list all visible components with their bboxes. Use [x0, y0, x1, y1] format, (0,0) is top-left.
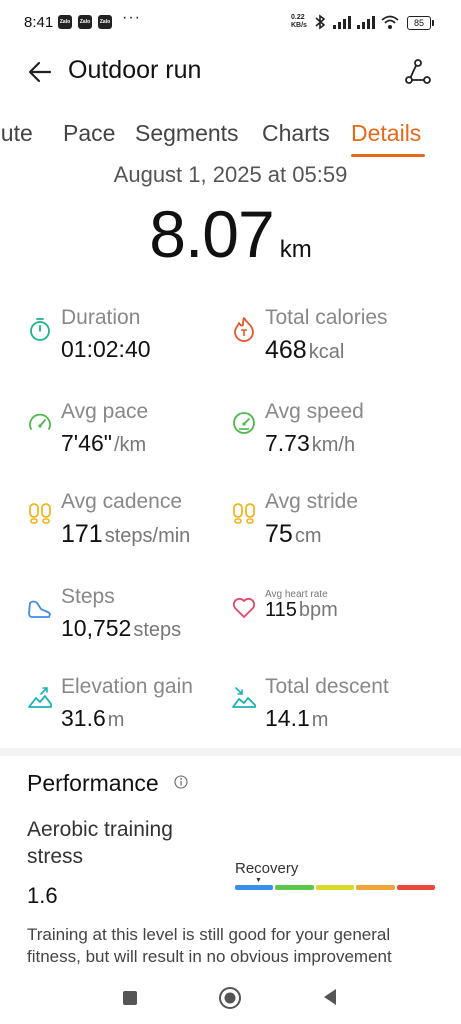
- home-icon[interactable]: [218, 986, 242, 1010]
- signal-icon: [357, 16, 375, 29]
- footprints-icon: [29, 503, 51, 524]
- signal-icon: [333, 16, 351, 29]
- flame-icon: [234, 317, 254, 342]
- metric-label: Duration: [61, 306, 141, 329]
- tab-segments[interactable]: Segments: [135, 120, 239, 146]
- metric-duration: Duration 01:02:40: [27, 306, 217, 376]
- metric-value: 7'46": [61, 430, 112, 456]
- performance-title: Performance: [27, 770, 159, 796]
- aerobic-training-stress-label: Aerobic training stress: [27, 818, 173, 868]
- network-speed: 0.22 KB/s: [291, 14, 307, 29]
- training-level-label: Recovery: [235, 860, 299, 877]
- metric-avg-heart-rate: Avg heart rate 115 bpm: [231, 585, 441, 655]
- metric-value: 7.73: [265, 430, 310, 456]
- distance-value: 8.07: [149, 197, 274, 271]
- metric-unit: /km: [113, 434, 147, 456]
- metric-label: Total descent: [265, 675, 389, 698]
- status-bar: 8:41 Zalo Zalo Zalo ··· 0.22 KB/s 85: [0, 0, 461, 46]
- footprints-icon: [233, 503, 255, 524]
- tab-route[interactable]: oute: [0, 120, 33, 146]
- page-title: Outdoor run: [68, 56, 202, 84]
- speedometer-icon: [233, 412, 255, 434]
- metric-unit: cm: [294, 525, 322, 547]
- training-description: Training at this level is still good for…: [27, 925, 392, 966]
- metric-unit: steps: [133, 619, 182, 641]
- metric-value: 115: [265, 599, 297, 621]
- metric-total-descent: Total descent 14.1 m: [231, 675, 441, 745]
- tab-pace[interactable]: Pace: [63, 120, 116, 146]
- scale-segment: [235, 885, 274, 890]
- active-tab-indicator: [351, 154, 425, 157]
- scale-segment: [396, 885, 436, 890]
- bluetooth-icon: [315, 14, 326, 30]
- metric-value: 468: [265, 336, 307, 364]
- scale-segment: [356, 885, 395, 890]
- heart-icon: [232, 597, 256, 618]
- metric-label: Avg cadence: [61, 490, 183, 513]
- metric-unit: m: [311, 709, 329, 731]
- metric-value: 75: [265, 520, 293, 548]
- elevation-up-icon: [28, 687, 52, 708]
- tab-charts[interactable]: Charts: [262, 120, 330, 146]
- metric-value: 14.1: [265, 705, 310, 731]
- metric-label: Steps: [61, 585, 115, 608]
- metric-label: Total calories: [265, 306, 388, 329]
- wifi-icon: [381, 15, 399, 29]
- zalo-notification-icon: Zalo: [78, 15, 92, 29]
- metric-value: 31.6: [61, 705, 106, 731]
- stopwatch-icon: [30, 318, 50, 341]
- metric-unit: m: [107, 709, 125, 731]
- info-icon[interactable]: [174, 775, 188, 789]
- status-time: 8:41: [24, 14, 54, 31]
- metric-steps: Steps 10,752 steps: [27, 585, 217, 655]
- metric-label: Avg speed: [265, 400, 364, 423]
- training-level-scale: [235, 885, 436, 890]
- metric-unit: bpm: [298, 599, 338, 621]
- total-distance: 8.07 km: [0, 196, 461, 272]
- metric-avg-pace: Avg pace 7'46"/km: [27, 400, 217, 470]
- more-notifications-icon: ···: [122, 9, 141, 26]
- zalo-notification-icon: Zalo: [98, 15, 112, 29]
- zalo-notification-icon: Zalo: [58, 15, 72, 29]
- scale-segment: [275, 885, 314, 890]
- metric-unit: km/h: [311, 434, 356, 456]
- shoe-icon: [28, 600, 51, 618]
- metric-value: 10,752: [61, 615, 132, 641]
- speedometer-icon: [29, 413, 51, 430]
- metric-avg-cadence: Avg cadence 171 steps/min: [27, 490, 227, 560]
- metric-elevation-gain: Elevation gain 31.6 m: [27, 675, 217, 745]
- metric-label: Elevation gain: [61, 675, 193, 698]
- metric-label: Avg heart rate: [265, 589, 328, 600]
- battery-indicator: 85: [407, 16, 434, 30]
- metric-unit: steps/min: [104, 525, 191, 547]
- metric-label: Avg pace: [61, 400, 149, 423]
- metric-calories: Total calories 468 kcal: [231, 306, 441, 376]
- metric-value: 01:02:40: [61, 336, 151, 362]
- level-marker-icon: ▼: [255, 877, 262, 884]
- section-divider: [0, 748, 461, 756]
- metric-avg-stride: Avg stride 75 cm: [231, 490, 441, 560]
- metric-avg-speed: Avg speed 7.73 km/h: [231, 400, 441, 470]
- back-nav-icon[interactable]: [320, 987, 340, 1007]
- distance-unit: km: [279, 236, 312, 263]
- aerobic-training-stress-value: 1.6: [27, 883, 58, 908]
- route-share-icon[interactable]: [404, 58, 432, 86]
- metric-label: Avg stride: [265, 490, 358, 513]
- recent-apps-icon[interactable]: [121, 989, 139, 1007]
- back-arrow-icon[interactable]: [26, 58, 54, 86]
- elevation-down-icon: [232, 687, 256, 708]
- metric-unit: kcal: [308, 341, 345, 363]
- system-navigation-bar: [0, 972, 461, 1024]
- workout-date: August 1, 2025 at 05:59: [113, 162, 348, 187]
- tab-details[interactable]: Details: [351, 120, 422, 146]
- metric-value: 171: [61, 520, 103, 548]
- scale-segment: [315, 885, 355, 890]
